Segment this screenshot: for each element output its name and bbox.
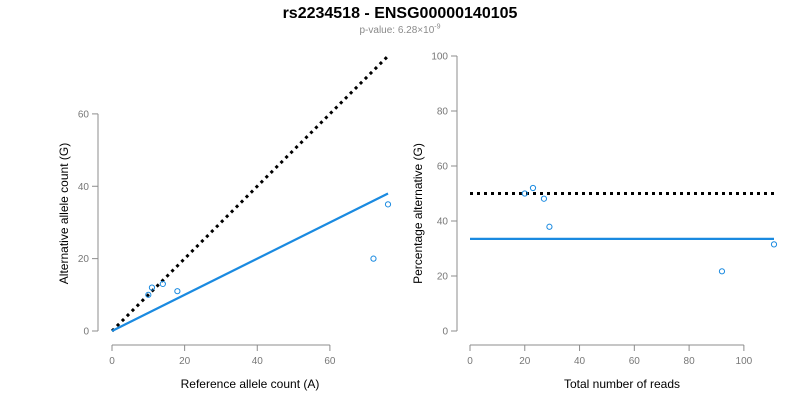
data-point [174, 288, 181, 295]
y-tick-label: 80 [437, 107, 449, 118]
data-point [384, 201, 392, 208]
x-tick-label: 20 [519, 356, 531, 367]
y-tick-label: 100 [431, 52, 448, 63]
data-point [148, 284, 156, 291]
x-tick-label: 80 [684, 356, 696, 367]
y-tick-label: 40 [78, 182, 90, 193]
chart-title: rs2234518 - ENSG00000140105 [282, 5, 518, 22]
x-axis-label: Total number of reads [564, 377, 680, 391]
allele-count-panel: 0 20 40 60 0 20 40 60 Reference allele count (A)… [57, 54, 392, 391]
x-tick-label: 0 [467, 356, 473, 367]
fit-line [111, 192, 389, 332]
data-point [718, 268, 726, 275]
x-tick-label: 60 [324, 356, 336, 367]
data-point [529, 184, 537, 192]
x-axis-label: Reference allele count (A) [181, 377, 320, 391]
y-tick-label: 60 [437, 162, 449, 173]
data-point [546, 223, 553, 230]
x-tick-label: 40 [574, 356, 586, 367]
x-tick-label: 40 [252, 356, 264, 367]
y-tick-label: 60 [78, 109, 90, 120]
p-value-text: p-value: 6.28×10 [359, 25, 435, 36]
x-tick-label: 20 [179, 356, 191, 367]
y-tick-label: 0 [442, 327, 448, 338]
data-point [145, 291, 152, 298]
data-point [159, 280, 166, 288]
x-tick-label: 0 [109, 356, 115, 367]
data-point [540, 195, 548, 202]
data-point [370, 255, 377, 262]
x-tick-label: 100 [736, 356, 753, 367]
percentage-panel: 0 20 40 60 80 100 0 20 40 60 80 100 Total number of … [411, 52, 778, 391]
y-axis-label: Alternative allele count (G) [57, 143, 71, 284]
x-tick-label: 60 [629, 356, 641, 367]
y-tick-label: 0 [83, 327, 89, 338]
data-point [521, 190, 528, 197]
y-axis-label: Percentage alternative (G) [411, 143, 425, 284]
y-tick-label: 20 [437, 272, 449, 283]
y-tick-label: 40 [437, 217, 449, 228]
data-point [770, 241, 778, 248]
expected-line [110, 54, 390, 333]
y-tick-label: 20 [78, 254, 90, 265]
p-value-exponent: -9 [434, 23, 441, 31]
p-value-subtitle: p-value: 6.28×10-9 [0, 23, 800, 36]
